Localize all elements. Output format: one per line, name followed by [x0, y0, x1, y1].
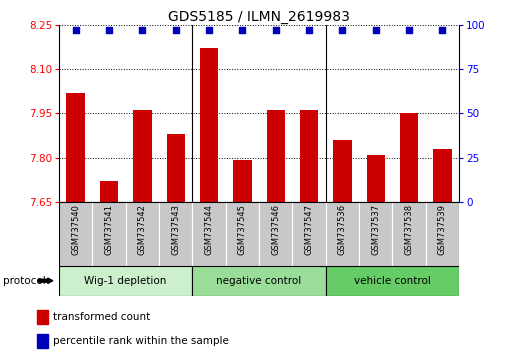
Bar — [367, 155, 385, 202]
Title: GDS5185 / ILMN_2619983: GDS5185 / ILMN_2619983 — [168, 10, 350, 24]
Bar — [192, 202, 226, 266]
Point — [438, 27, 446, 33]
Point — [271, 27, 280, 33]
Text: Wig-1 depletion: Wig-1 depletion — [85, 275, 167, 286]
Text: GSM737539: GSM737539 — [438, 204, 447, 255]
Point — [138, 27, 146, 33]
Bar — [233, 160, 251, 202]
Bar — [37, 334, 48, 348]
Text: GSM737544: GSM737544 — [205, 204, 213, 255]
Bar — [426, 202, 459, 266]
Bar — [133, 110, 151, 202]
Bar — [37, 310, 48, 324]
Bar — [333, 140, 351, 202]
Text: GSM737543: GSM737543 — [171, 204, 180, 255]
Text: GSM737540: GSM737540 — [71, 204, 80, 255]
Text: GSM737546: GSM737546 — [271, 204, 280, 255]
Bar — [433, 149, 451, 202]
Point — [305, 27, 313, 33]
Text: GSM737536: GSM737536 — [338, 204, 347, 256]
Text: GSM737538: GSM737538 — [405, 204, 413, 256]
Point — [405, 27, 413, 33]
Bar — [259, 202, 292, 266]
Bar — [359, 202, 392, 266]
Text: transformed count: transformed count — [52, 312, 150, 322]
Bar — [326, 202, 359, 266]
Bar — [59, 266, 192, 296]
Bar — [59, 202, 92, 266]
Bar — [67, 93, 85, 202]
Bar — [92, 202, 126, 266]
Point — [338, 27, 346, 33]
Bar — [400, 113, 418, 202]
Text: GSM737541: GSM737541 — [105, 204, 113, 255]
Bar — [326, 266, 459, 296]
Text: GSM737537: GSM737537 — [371, 204, 380, 256]
Text: protocol: protocol — [3, 276, 45, 286]
Point — [105, 27, 113, 33]
Bar — [292, 202, 326, 266]
Text: negative control: negative control — [216, 275, 302, 286]
Point — [238, 27, 246, 33]
Text: GSM737545: GSM737545 — [238, 204, 247, 255]
Bar — [300, 110, 318, 202]
Bar — [200, 48, 218, 202]
Text: GSM737547: GSM737547 — [305, 204, 313, 255]
Point — [71, 27, 80, 33]
Bar — [126, 202, 159, 266]
Point — [171, 27, 180, 33]
Text: GSM737542: GSM737542 — [138, 204, 147, 255]
Point — [371, 27, 380, 33]
Bar — [226, 202, 259, 266]
Bar — [100, 181, 118, 202]
Bar — [192, 266, 326, 296]
Text: percentile rank within the sample: percentile rank within the sample — [52, 336, 228, 346]
Bar — [167, 134, 185, 202]
Bar — [159, 202, 192, 266]
Text: vehicle control: vehicle control — [354, 275, 431, 286]
Bar — [267, 110, 285, 202]
Bar — [392, 202, 426, 266]
Point — [205, 27, 213, 33]
